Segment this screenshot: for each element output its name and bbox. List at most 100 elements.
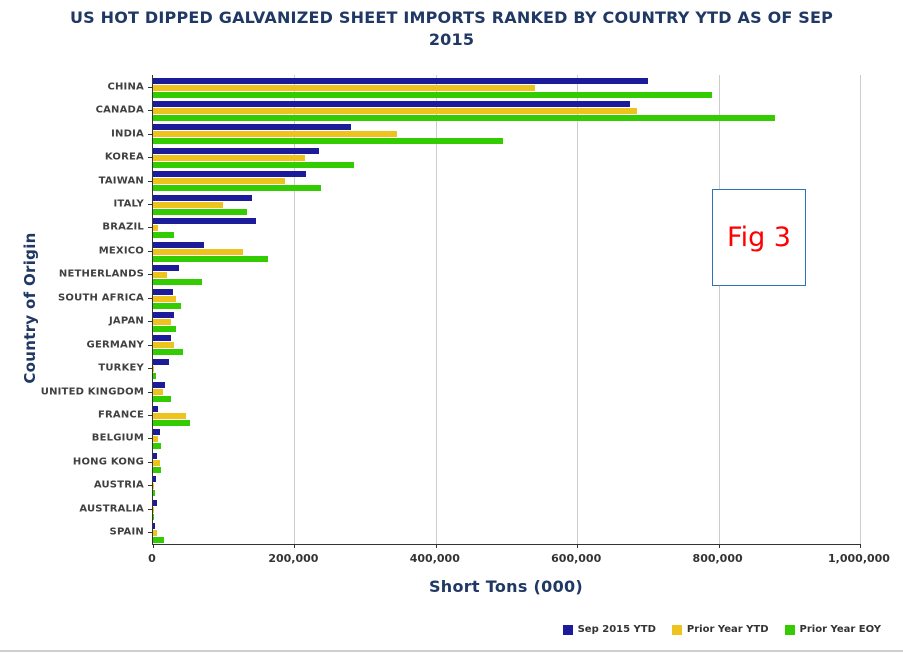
bar-group: BRAZIL <box>102 216 860 239</box>
bar-group: SPAIN <box>110 521 860 544</box>
bar-prior-year-ytd <box>153 319 172 325</box>
y-tick-mark <box>148 157 153 159</box>
bar-group: KOREA <box>105 145 860 168</box>
bar-sep-2015-ytd <box>153 452 158 459</box>
legend-swatch <box>671 624 682 635</box>
chart-title-line-2: 2015 <box>428 30 475 50</box>
category-label: CANADA <box>95 104 144 116</box>
bar-prior-year-ytd <box>153 295 177 302</box>
bar-prior-year-eoy <box>153 490 156 497</box>
bottom-border <box>0 650 903 652</box>
bar-group: UNITED KINGDOM <box>41 380 860 403</box>
y-tick-mark <box>148 344 153 346</box>
y-tick-mark <box>148 274 153 276</box>
bar-prior-year-eoy <box>153 279 203 286</box>
x-tick-mark <box>860 544 861 548</box>
bar-group: ITALY <box>113 192 860 215</box>
bar-prior-year-eoy <box>153 185 321 192</box>
gridline <box>294 75 296 544</box>
bar-prior-year-ytd <box>153 107 638 114</box>
x-tick-mark <box>577 544 579 548</box>
bar-prior-year-ytd <box>153 530 158 537</box>
gridline <box>435 75 437 544</box>
y-tick-mark <box>148 485 153 487</box>
category-label: TURKEY <box>98 362 144 374</box>
bar-prior-year-eoy <box>153 161 355 168</box>
x-tick-mark <box>294 544 296 548</box>
y-tick-mark <box>148 391 153 393</box>
legend-item: Prior Year EOY <box>784 624 881 635</box>
x-tick-label: 200,000 <box>268 552 319 565</box>
y-tick-mark <box>148 180 153 182</box>
bar-group: GERMANY <box>87 333 860 356</box>
x-axis-label: Short Tons (000) <box>428 577 584 596</box>
y-tick-mark <box>148 227 153 229</box>
bar-sep-2015-ytd <box>153 312 175 318</box>
chart-title-line-1: US HOT DIPPED GALVANIZED SHEET IMPORTS R… <box>69 8 834 27</box>
y-tick-mark <box>148 86 153 88</box>
bar-sep-2015-ytd <box>153 382 166 389</box>
bar-prior-year-eoy <box>153 302 182 309</box>
bar-sep-2015-ytd <box>153 194 252 201</box>
bar-sep-2015-ytd <box>153 288 173 295</box>
y-tick-mark <box>148 133 153 135</box>
gridline <box>718 75 720 544</box>
figure-label: Fig 3 <box>727 222 791 253</box>
bar-prior-year-ytd <box>153 201 223 208</box>
bar-sep-2015-ytd <box>153 218 256 225</box>
y-tick-mark <box>148 110 153 112</box>
bar-group: CHINA <box>107 75 860 98</box>
bar-prior-year-ytd <box>153 248 243 255</box>
bar-prior-year-eoy <box>153 419 191 426</box>
bar-prior-year-eoy <box>153 255 268 262</box>
category-label: SOUTH AFRICA <box>58 292 144 304</box>
bar-group: NETHERLANDS <box>59 263 860 286</box>
category-label: TAIWAN <box>98 175 144 187</box>
bar-prior-year-ytd <box>153 225 158 232</box>
bar-sep-2015-ytd <box>153 429 161 436</box>
figure-label-box: Fig 3 <box>712 189 806 286</box>
category-label: HONG KONG <box>72 456 144 468</box>
bar-sep-2015-ytd <box>153 265 180 272</box>
bar-sep-2015-ytd <box>153 147 320 154</box>
x-tick-label: 400,000 <box>409 552 460 565</box>
legend-label: Prior Year YTD <box>686 624 769 635</box>
y-tick-mark <box>148 461 153 463</box>
bar-sep-2015-ytd <box>153 499 158 506</box>
bar-prior-year-eoy <box>153 537 164 544</box>
category-label: JAPAN <box>109 315 144 327</box>
legend-item: Prior Year YTD <box>671 624 769 635</box>
y-tick-mark <box>148 368 153 370</box>
bar-sep-2015-ytd <box>153 523 156 530</box>
bar-sep-2015-ytd <box>153 358 169 365</box>
x-tick-mark <box>435 544 437 548</box>
bar-group: BELGIUM <box>92 427 860 450</box>
bar-prior-year-eoy <box>153 349 183 356</box>
bar-prior-year-ytd <box>153 436 158 443</box>
legend-swatch <box>784 624 795 635</box>
bar-group: FRANCE <box>98 403 860 426</box>
legend-swatch <box>562 624 573 635</box>
bar-prior-year-ytd <box>153 389 163 396</box>
bar-sep-2015-ytd <box>153 124 351 131</box>
bar-sep-2015-ytd <box>153 405 158 412</box>
bar-prior-year-eoy <box>153 326 177 332</box>
category-label: GERMANY <box>86 339 144 351</box>
bar-group: CANADA <box>96 98 860 121</box>
y-tick-mark <box>148 532 153 534</box>
bar-prior-year-eoy <box>153 443 162 450</box>
legend-item: Sep 2015 YTD <box>562 624 656 635</box>
y-tick-mark <box>148 203 153 205</box>
bar-prior-year-eoy <box>153 232 175 239</box>
bar-prior-year-eoy <box>153 513 155 520</box>
bar-sep-2015-ytd <box>153 241 204 248</box>
bar-prior-year-eoy <box>153 466 162 473</box>
bar-group: INDIA <box>111 122 860 145</box>
bar-group: MEXICO <box>99 239 860 262</box>
plot-area: CHINA CANADA INDIA KOREA TAIWAN ITALY BRAZIL ME… <box>41 75 861 548</box>
x-tick-label: 0 <box>148 552 156 565</box>
category-label: MEXICO <box>98 245 144 257</box>
chart-title: US HOT DIPPED GALVANIZED SHEET IMPORTS R… <box>17 7 887 52</box>
bar-prior-year-ytd <box>153 131 397 138</box>
